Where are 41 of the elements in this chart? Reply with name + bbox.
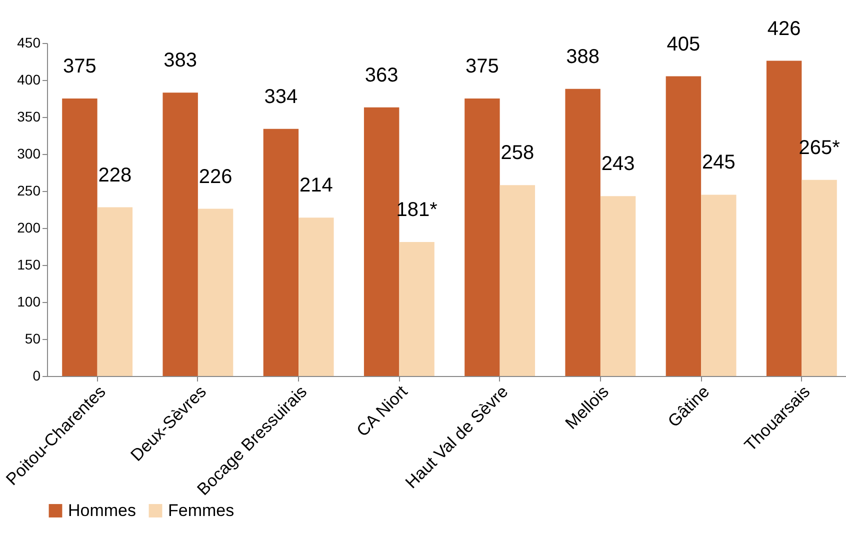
data-label: 258 xyxy=(500,142,534,164)
y-tick-label: 100 xyxy=(17,294,41,310)
bar xyxy=(263,128,299,376)
y-tick-label: 50 xyxy=(24,330,41,346)
y-tick-label: 150 xyxy=(17,256,41,272)
data-label: 405 xyxy=(666,33,700,56)
bar xyxy=(600,196,636,376)
bar xyxy=(364,107,400,376)
bar xyxy=(198,208,234,376)
legend-label: Femmes xyxy=(168,500,234,520)
bar xyxy=(701,194,736,376)
data-label: 375 xyxy=(466,56,499,78)
bar xyxy=(399,242,434,376)
data-label: 375 xyxy=(63,56,96,78)
y-tick-label: 0 xyxy=(32,368,41,384)
y-tick-label: 400 xyxy=(17,72,41,88)
data-label: 228 xyxy=(98,164,132,186)
bar xyxy=(565,88,600,376)
bar xyxy=(802,180,837,376)
y-tick-label: 200 xyxy=(17,220,41,236)
bar xyxy=(464,98,500,376)
legend-label: Hommes xyxy=(68,500,136,520)
y-tick-label: 300 xyxy=(17,146,41,162)
bar xyxy=(62,98,98,376)
bar xyxy=(298,218,334,376)
y-tick-label: 250 xyxy=(17,182,41,198)
bar xyxy=(97,207,133,376)
data-label: 226 xyxy=(198,166,232,188)
data-label: 334 xyxy=(264,86,298,108)
data-label: 383 xyxy=(164,50,198,72)
bar xyxy=(162,92,198,376)
data-label: 388 xyxy=(566,46,600,68)
data-label: 214 xyxy=(299,174,333,197)
data-label: 243 xyxy=(601,153,635,176)
bar xyxy=(500,185,536,376)
data-label: 426 xyxy=(767,18,801,40)
y-tick-label: 350 xyxy=(17,108,41,124)
y-tick-label: 450 xyxy=(17,34,41,50)
bar xyxy=(666,76,702,376)
data-label: 245 xyxy=(702,152,736,174)
data-label: 363 xyxy=(364,64,398,86)
